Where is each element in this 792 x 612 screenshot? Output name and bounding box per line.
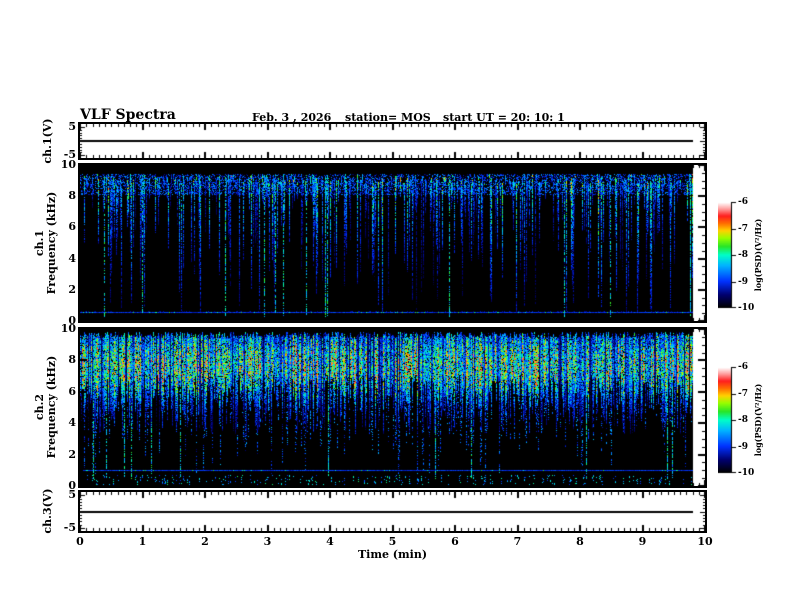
ch3-voltage-canvas bbox=[80, 492, 705, 531]
y-tick-label: 10 bbox=[60, 322, 76, 335]
figure-title: VLF Spectra bbox=[80, 107, 176, 123]
y-tick-label: 0 bbox=[68, 314, 76, 327]
colorbar-tick-label: -7 bbox=[738, 223, 748, 234]
colorbar-tick-label: -8 bbox=[738, 415, 748, 425]
x-tick-label: 5 bbox=[388, 535, 397, 548]
y-tick-label: 2 bbox=[68, 447, 76, 461]
x-tick-label: 4 bbox=[326, 535, 334, 548]
colorbar-tick-label: -8 bbox=[738, 250, 748, 260]
y-tick-label: 8 bbox=[68, 189, 76, 203]
figure-start-ut: start UT = 20: 10: 1 bbox=[443, 111, 565, 124]
x-tick-label: 7 bbox=[513, 535, 522, 548]
ch1-spectrogram-canvas bbox=[80, 165, 705, 321]
colorbar-tick-label: -10 bbox=[738, 303, 755, 313]
y-tick-label: 0 bbox=[68, 479, 76, 492]
y-tick-label: -5 bbox=[63, 520, 76, 534]
x-tick-label: 2 bbox=[201, 535, 209, 548]
x-tick-label: 3 bbox=[263, 535, 272, 548]
colorbar-ch1 bbox=[718, 201, 738, 309]
colorbar-tick-label: -10 bbox=[738, 468, 755, 478]
x-tick-label: 0 bbox=[76, 535, 84, 548]
x-tick-label: 10 bbox=[697, 535, 713, 548]
y-tick-label: 6 bbox=[68, 384, 76, 398]
x-tick-label: 9 bbox=[638, 535, 647, 548]
colorbar-tick-label: -9 bbox=[738, 441, 748, 452]
ch2-spectrogram-canvas bbox=[80, 329, 705, 486]
colorbar-ch2 bbox=[718, 366, 738, 474]
y-tick-label: 8 bbox=[68, 353, 76, 367]
y-tick-label: 4 bbox=[68, 416, 76, 430]
panel-ch3-voltage bbox=[78, 490, 707, 533]
y-tick-label: 5 bbox=[68, 119, 76, 133]
colorbar-tick-label: -7 bbox=[738, 388, 748, 399]
x-tick-label: 1 bbox=[138, 535, 147, 548]
time-axis-label: Time (min) bbox=[357, 548, 428, 561]
ch2-spectrogram-ylabel: ch.2 Frequency (kHz) bbox=[33, 355, 58, 459]
colorbar-tick-label: -6 bbox=[738, 362, 748, 372]
colorbar-tick-label: -6 bbox=[738, 197, 748, 207]
ch1-spectrogram-ylabel: ch.1 Frequency (kHz) bbox=[33, 191, 58, 295]
panel-ch2-spectrogram bbox=[78, 327, 707, 488]
y-tick-label: 2 bbox=[68, 282, 76, 296]
colorbar-tick-label: -9 bbox=[738, 276, 748, 287]
ch1-voltage-canvas bbox=[80, 124, 705, 158]
figure-date: Feb. 3 , 2026 bbox=[252, 111, 332, 124]
y-tick-label: -5 bbox=[63, 148, 76, 162]
y-tick-label: 4 bbox=[68, 251, 76, 265]
figure-station: station= MOS bbox=[345, 111, 431, 124]
panel-ch1-voltage bbox=[78, 122, 707, 160]
x-tick-label: 8 bbox=[576, 535, 584, 548]
panel-ch1-spectrogram bbox=[78, 163, 707, 323]
x-tick-label: 6 bbox=[451, 535, 459, 548]
y-tick-label: 5 bbox=[68, 488, 76, 502]
y-tick-label: 10 bbox=[60, 158, 76, 171]
y-tick-label: 6 bbox=[68, 220, 76, 234]
